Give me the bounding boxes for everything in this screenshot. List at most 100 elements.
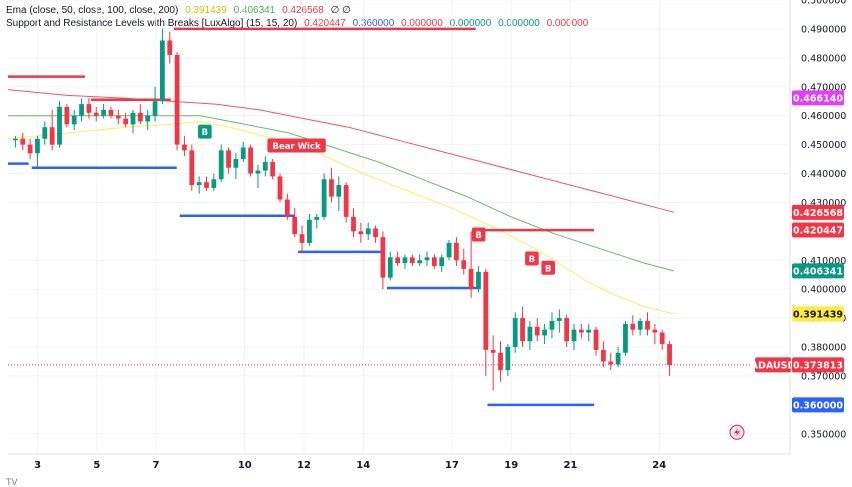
sr-resistance-value: 0.420447 bbox=[304, 18, 346, 29]
candle-body bbox=[380, 237, 386, 278]
candle-body bbox=[527, 326, 533, 342]
candle-body bbox=[446, 242, 452, 258]
break-marker-label: Bear Wick bbox=[273, 142, 321, 152]
candle-body bbox=[615, 352, 621, 365]
candle-body bbox=[461, 260, 467, 269]
candle-body bbox=[211, 179, 217, 188]
candle-body bbox=[542, 329, 547, 336]
candle-body bbox=[262, 161, 268, 171]
candle-body bbox=[64, 106, 70, 125]
candle-body bbox=[439, 257, 445, 267]
ema-50-value: 0.391439 bbox=[185, 5, 227, 16]
sr-zero-value-2: 0.000000 bbox=[449, 18, 492, 29]
candle-body bbox=[71, 115, 77, 125]
candle-body bbox=[505, 347, 511, 371]
candle-body bbox=[218, 150, 224, 180]
break-marker bbox=[525, 251, 539, 266]
candle-body bbox=[196, 182, 202, 186]
candle-body bbox=[637, 320, 643, 330]
candle-body bbox=[130, 112, 136, 125]
ema-line-1 bbox=[7, 120, 675, 315]
candle-body bbox=[336, 185, 342, 197]
price-tag-label: 0.391439 bbox=[793, 309, 843, 320]
candle-body bbox=[586, 329, 592, 333]
candle-body bbox=[42, 127, 48, 139]
x-tick-label: 10 bbox=[238, 460, 252, 471]
candle-body bbox=[601, 349, 606, 362]
candle-body bbox=[365, 228, 371, 235]
ema-tail: ∅ ∅ bbox=[330, 5, 351, 16]
candle-body bbox=[20, 138, 26, 145]
candle-body bbox=[248, 147, 253, 174]
candle-body bbox=[652, 329, 658, 333]
y-tick-label: 0.450000 bbox=[801, 140, 846, 151]
candle-body bbox=[476, 271, 481, 290]
break-marker bbox=[198, 124, 212, 139]
sr-legend[interactable]: Support and Resistance Levels with Break… bbox=[6, 18, 592, 29]
candle-body bbox=[49, 127, 55, 145]
price-tag bbox=[792, 263, 844, 279]
candle-body bbox=[520, 318, 525, 342]
ema-200-value: 0.426568 bbox=[282, 5, 324, 16]
candle-body bbox=[160, 40, 165, 102]
candle-body bbox=[534, 326, 540, 336]
y-tick-label: 0.480000 bbox=[801, 53, 846, 64]
candle-body bbox=[57, 106, 62, 145]
x-tick-label: 7 bbox=[153, 460, 160, 471]
price-tag bbox=[792, 90, 844, 106]
ema-legend[interactable]: Ema (close, 50, close, 100, close, 200) … bbox=[6, 5, 355, 16]
candle-body bbox=[307, 219, 312, 243]
candle-body bbox=[645, 320, 650, 330]
x-tick-label: 3 bbox=[34, 460, 41, 471]
price-tag bbox=[792, 222, 844, 238]
ema-legend-title: Ema (close, 50, close, 100, close, 200) bbox=[6, 5, 179, 16]
candle-body bbox=[35, 138, 40, 154]
symbol-tag-label: ADAUSD bbox=[751, 360, 796, 371]
x-tick-label: 21 bbox=[563, 460, 577, 471]
candle-body bbox=[593, 329, 599, 350]
sr-zero-value-1: 0.000000 bbox=[401, 18, 443, 29]
y-tick-label: 0.410000 bbox=[801, 256, 846, 267]
y-tick-label: 0.430000 bbox=[801, 198, 846, 209]
candle-body bbox=[608, 361, 614, 365]
price-tag-label: 0.420447 bbox=[793, 226, 843, 237]
candle-body bbox=[564, 318, 570, 342]
candle-body bbox=[409, 257, 415, 264]
y-tick-label: 0.370000 bbox=[801, 371, 846, 382]
candle-body bbox=[630, 323, 636, 330]
candle-body bbox=[373, 228, 378, 238]
candle-body bbox=[204, 182, 209, 188]
candle-body bbox=[351, 216, 356, 232]
symbol-tag bbox=[755, 357, 791, 373]
candle-body bbox=[623, 323, 628, 353]
candle-body bbox=[233, 159, 239, 168]
break-marker-label: B bbox=[545, 264, 551, 274]
candle-body bbox=[108, 109, 114, 116]
candle-body bbox=[343, 185, 349, 217]
y-tick-label: 0.500000 bbox=[801, 0, 846, 7]
sr-zero-value-4: 0.000000 bbox=[546, 18, 589, 29]
y-tick-label: 0.470000 bbox=[801, 82, 846, 93]
break-marker-label: B bbox=[529, 255, 535, 265]
y-tick-label: 0.440000 bbox=[801, 169, 846, 180]
y-tick-label: 0.380000 bbox=[801, 343, 846, 354]
break-marker bbox=[267, 138, 326, 153]
candle-body bbox=[417, 260, 423, 264]
candle-body bbox=[137, 112, 143, 122]
candle-body bbox=[314, 216, 320, 220]
candle-body bbox=[571, 329, 577, 342]
break-marker bbox=[541, 260, 555, 275]
break-marker-label: B bbox=[202, 128, 208, 138]
candle-body bbox=[115, 115, 121, 119]
candle-body bbox=[321, 179, 327, 217]
candle-body bbox=[101, 109, 106, 116]
candle-body bbox=[329, 179, 334, 197]
candle-body bbox=[27, 144, 33, 154]
candle-body bbox=[13, 138, 18, 141]
sr-support-value: 0.360000 bbox=[352, 18, 395, 29]
candle-body bbox=[556, 318, 562, 321]
x-tick-label: 19 bbox=[504, 460, 518, 471]
candle-body bbox=[667, 344, 672, 365]
price-tag-label: 0.466140 bbox=[793, 93, 843, 104]
